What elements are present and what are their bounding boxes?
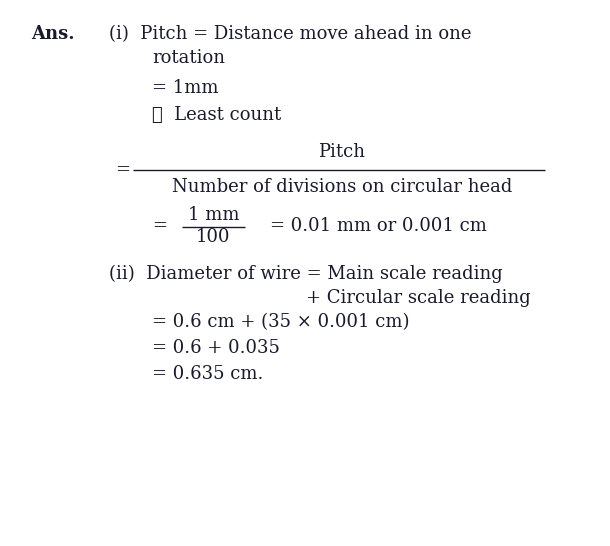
Text: (ii)  Diameter of wire = Main scale reading: (ii) Diameter of wire = Main scale readi…: [109, 265, 503, 283]
Text: 100: 100: [196, 228, 231, 246]
Text: = 0.635 cm.: = 0.635 cm.: [152, 365, 264, 383]
Text: = 1mm: = 1mm: [152, 79, 218, 97]
Text: (i)  Pitch = Distance move ahead in one: (i) Pitch = Distance move ahead in one: [109, 25, 472, 43]
Text: = 0.01 mm or 0.001 cm: = 0.01 mm or 0.001 cm: [270, 217, 487, 235]
Text: Number of divisions on circular head: Number of divisions on circular head: [172, 178, 512, 196]
Text: Pitch: Pitch: [318, 143, 365, 161]
Text: ∴  Least count: ∴ Least count: [152, 106, 281, 124]
Text: rotation: rotation: [152, 49, 225, 67]
Text: + Circular scale reading: + Circular scale reading: [306, 289, 530, 307]
Text: = 0.6 cm + (35 × 0.001 cm): = 0.6 cm + (35 × 0.001 cm): [152, 313, 409, 331]
Text: Ans.: Ans.: [31, 25, 74, 43]
Text: 1 mm: 1 mm: [188, 206, 239, 224]
Text: = 0.6 + 0.035: = 0.6 + 0.035: [152, 339, 280, 357]
Text: =: =: [152, 217, 167, 235]
Text: =: =: [115, 161, 130, 179]
